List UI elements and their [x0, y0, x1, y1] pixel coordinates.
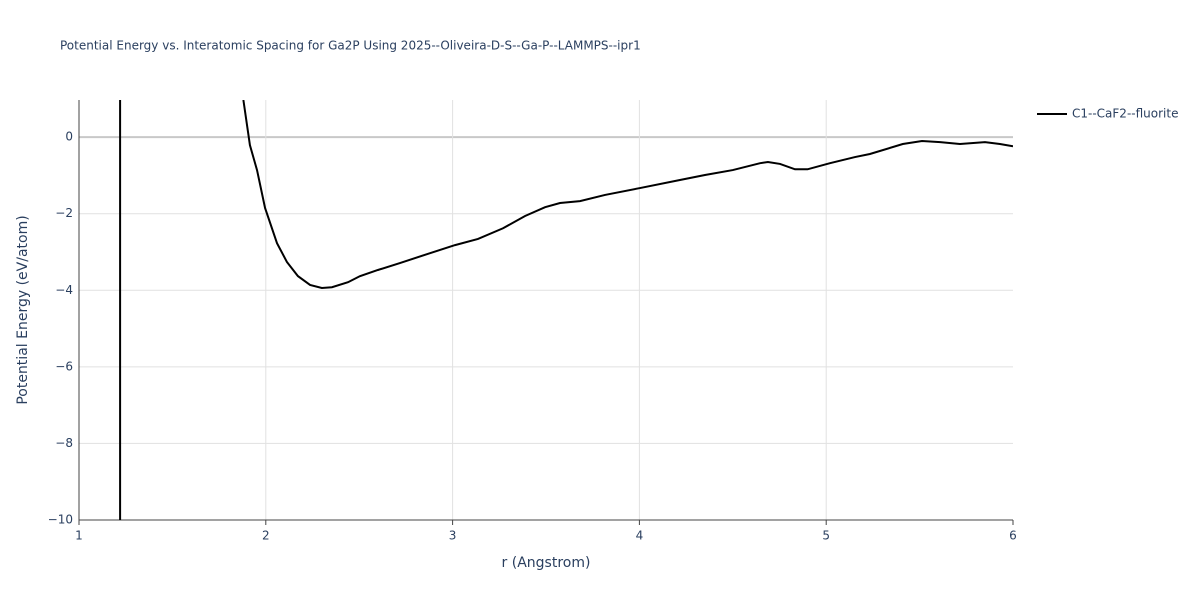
y-tick-label: 0 — [65, 130, 73, 144]
x-axis-title: r (Angstrom) — [502, 555, 591, 571]
y-tick-label: −10 — [48, 513, 73, 527]
x-tick-label: 2 — [262, 529, 270, 543]
x-tick-label: 3 — [449, 529, 457, 543]
line-series — [242, 100, 1013, 289]
legend-label: C1--CaF2--fluorite — [1072, 107, 1178, 121]
y-tick-label: −4 — [55, 283, 73, 297]
plot-area — [119, 100, 1013, 520]
y-tick-label: −2 — [55, 206, 73, 220]
x-tick-label: 6 — [1009, 529, 1017, 543]
x-tick-label: 4 — [636, 529, 644, 543]
chart-title: Potential Energy vs. Interatomic Spacing… — [60, 39, 641, 53]
y-axis-title: Potential Energy (eV/atom) — [15, 215, 31, 404]
y-tick-label: −8 — [55, 436, 73, 450]
x-tick-label: 1 — [75, 529, 83, 543]
y-tick-label: −6 — [55, 359, 73, 373]
x-tick-label: 5 — [822, 529, 830, 543]
